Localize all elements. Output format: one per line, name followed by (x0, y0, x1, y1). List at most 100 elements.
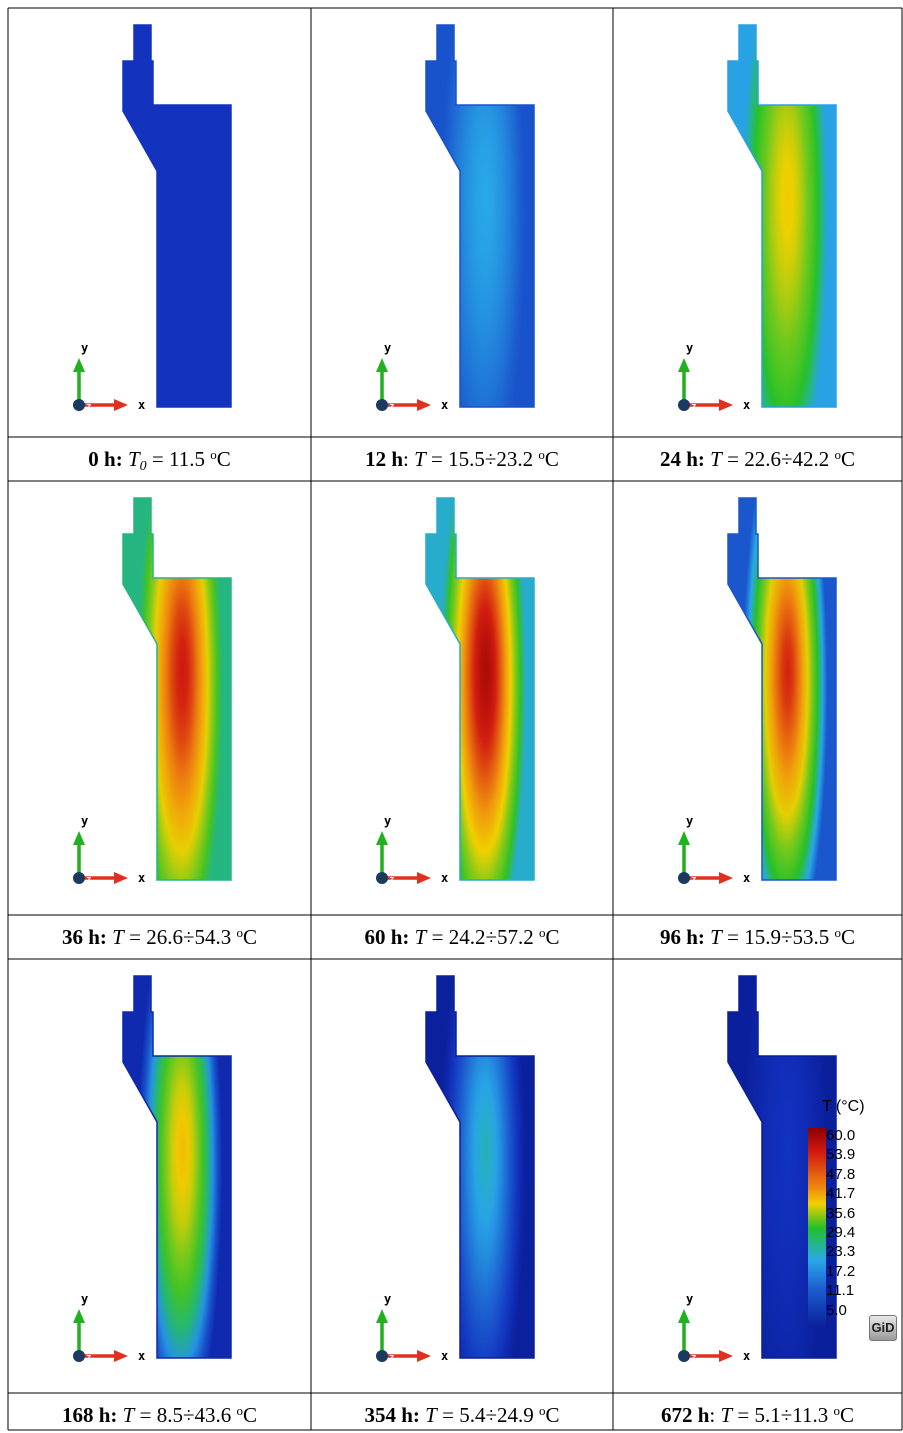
axis-label-y-1: y (384, 341, 391, 355)
axis-label-z-0: z (86, 402, 91, 412)
dam-body-3 (122, 497, 232, 881)
legend-tick-label: 29.4 (826, 1224, 856, 1241)
axis-triad-3 (73, 831, 128, 884)
axis-triad-2 (678, 358, 733, 411)
axis-label-y-8: y (686, 1292, 693, 1306)
axis-label-y-0: y (81, 341, 88, 355)
panel-caption-4: 60 h: T = 24.2÷57.2 oC (311, 919, 613, 955)
panel-1: x y z (311, 8, 613, 437)
caption-degree: o (236, 1403, 243, 1418)
axis-label-y-6: y (81, 1292, 88, 1306)
axis-triad-0 (73, 358, 128, 411)
legend-tick-label: 23.3 (826, 1243, 856, 1261)
panel-7: x y z (311, 959, 613, 1393)
axis-label-x-2: x (743, 398, 750, 412)
panel-caption-0: 0 h: T0 = 11.5 oC (8, 441, 311, 485)
caption-time: 60 h: (364, 925, 410, 949)
legend-colorbar (808, 1128, 826, 1328)
temperature-field-4: x y z (376, 497, 535, 885)
axis-label-z-3: z (86, 875, 91, 885)
legend-tick-label: 17.2 (826, 1262, 856, 1280)
caption-degree: o (833, 1403, 841, 1418)
caption-time: 96 h: (659, 925, 705, 949)
caption-degree: o (834, 447, 841, 462)
caption-time: 168 h: (61, 1403, 118, 1427)
caption-unit: C (840, 1403, 855, 1427)
axis-label-z-4: z (389, 875, 394, 885)
axis-triad-1 (376, 358, 431, 411)
axis-label-y-7: y (384, 1292, 391, 1306)
axis-label-x-6: x (138, 1349, 145, 1363)
caption-time: 354 h: (364, 1403, 420, 1427)
caption-range: = 11.5 (146, 447, 211, 471)
legend-tick-label: 47.8 (826, 1165, 856, 1183)
dam-body-4 (425, 497, 535, 881)
legend-tick-label: 53.9 (826, 1146, 856, 1164)
axis-label-y-4: y (384, 814, 391, 828)
axis-label-x-7: x (441, 1349, 448, 1363)
caption-var: T (122, 1403, 135, 1427)
caption-var: T (112, 925, 124, 949)
caption-unit: C (544, 447, 559, 471)
panel-5: x y z (613, 481, 902, 915)
axis-label-y-5: y (686, 814, 693, 828)
caption-degree: o (834, 925, 841, 940)
axis-triad-6 (73, 1309, 128, 1362)
caption-time: 672 h (660, 1403, 710, 1427)
axis-triad-4 (376, 831, 431, 884)
legend-title: T (°C) (822, 1098, 865, 1115)
axis-label-x-0: x (138, 398, 145, 412)
dam-body-5 (727, 497, 837, 881)
caption-var: T (720, 1403, 733, 1427)
legend-tick-label: 5.0 (826, 1301, 847, 1319)
legend-tick-label: 11.1 (826, 1282, 855, 1300)
caption-unit: C (840, 925, 855, 949)
axis-label-z-8: z (691, 1353, 696, 1363)
dam-body-7 (425, 975, 535, 1359)
panel-caption-3: 36 h: T = 26.6÷54.3 oC (8, 919, 311, 955)
temperature-field-2: x y z (678, 24, 837, 412)
temperature-field-1: x y z (376, 24, 535, 412)
caption-range: = 15.5÷23.2 (425, 447, 539, 471)
caption-var: T (425, 1403, 437, 1427)
caption-range: = 22.6÷42.2 (721, 447, 835, 471)
caption-degree: o (538, 1403, 546, 1418)
caption-unit: C (242, 1403, 257, 1427)
caption-degree: o (236, 925, 243, 940)
panel-0: x y z (8, 8, 311, 437)
caption-unit: C (216, 447, 231, 471)
caption-sep: : (403, 447, 415, 471)
caption-degree: o (538, 447, 545, 462)
caption-var: T (414, 447, 426, 471)
axis-label-z-5: z (691, 875, 696, 885)
panel-4: x y z (311, 481, 613, 915)
axis-label-z-1: z (389, 402, 394, 412)
panel-caption-6: 168 h: T = 8.5÷43.6 oC (8, 1397, 311, 1433)
axis-label-z-6: z (86, 1353, 91, 1363)
caption-range: = 24.2÷57.2 (426, 925, 539, 949)
caption-unit: C (545, 1403, 560, 1427)
caption-range: = 15.9÷53.5 (721, 925, 835, 949)
temperature-field-7: x y z (376, 975, 535, 1363)
caption-degree: o (210, 447, 217, 462)
axis-label-z-7: z (389, 1353, 394, 1363)
axis-triad-7 (376, 1309, 431, 1362)
dam-body-6 (122, 975, 232, 1359)
dam-body-2 (727, 24, 837, 408)
axis-triad-8 (678, 1309, 733, 1362)
caption-var: T (710, 925, 722, 949)
caption-range: = 5.1÷11.3 (732, 1403, 834, 1427)
axis-label-z-2: z (691, 402, 696, 412)
caption-time: 12 h (365, 447, 403, 471)
caption-sep: : (709, 1403, 721, 1427)
axis-label-y-2: y (686, 341, 693, 355)
axis-label-y-3: y (81, 814, 88, 828)
panel-caption-8: 672 h: T = 5.1÷11.3 oC (613, 1397, 902, 1433)
axis-triad-5 (678, 831, 733, 884)
axis-label-x-5: x (743, 871, 750, 885)
caption-range: = 26.6÷54.3 (123, 925, 237, 949)
caption-unit: C (840, 447, 855, 471)
caption-time: 36 h: (61, 925, 107, 949)
panel-caption-7: 354 h: T = 5.4÷24.9 oC (311, 1397, 613, 1433)
